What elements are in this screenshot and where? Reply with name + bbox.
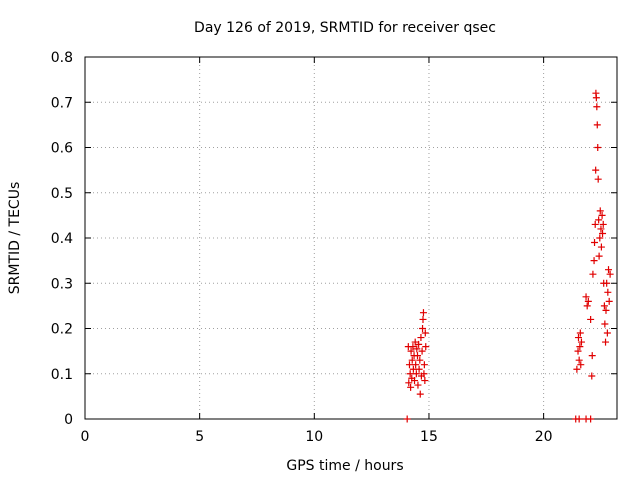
data-point — [413, 345, 421, 353]
data-point — [407, 383, 415, 391]
data-point — [603, 279, 611, 287]
data-point — [595, 216, 603, 224]
data-point — [598, 211, 606, 219]
data-point — [405, 361, 413, 369]
x-axis-label: GPS time / hours — [286, 458, 403, 474]
data-point — [605, 297, 613, 305]
x-tick-label: 15 — [420, 429, 438, 445]
y-tick-label: 0.8 — [51, 50, 73, 66]
data-point — [584, 297, 592, 305]
data-point — [416, 356, 424, 364]
y-tick-label: 0.6 — [51, 141, 73, 157]
data-point — [606, 270, 614, 278]
data-point — [420, 370, 428, 378]
x-tick-label: 5 — [195, 429, 204, 445]
data-point — [419, 325, 427, 332]
data-point — [588, 372, 596, 380]
data-point — [605, 266, 613, 274]
data-point — [414, 352, 421, 360]
y-tick-label: 0 — [64, 412, 73, 428]
data-point — [589, 270, 597, 278]
data-point — [582, 293, 590, 301]
y-tick-label: 0.4 — [51, 231, 73, 247]
data-point — [593, 121, 601, 129]
data-point — [407, 347, 415, 355]
chart-title: Day 126 of 2019, SRMTID for receiver qse… — [194, 20, 496, 36]
data-point — [588, 352, 596, 360]
data-point — [604, 288, 612, 296]
data-point — [576, 329, 584, 337]
axis-ticks — [84, 56, 617, 420]
data-point — [601, 320, 609, 328]
data-point — [409, 343, 417, 351]
grid — [85, 57, 617, 419]
data-point — [403, 415, 411, 423]
data-point — [417, 334, 425, 342]
data-point — [594, 175, 602, 183]
data-point — [591, 220, 599, 228]
data-point — [595, 252, 603, 260]
data-point — [573, 365, 581, 373]
data-point — [599, 229, 607, 237]
data-point — [412, 361, 420, 369]
y-axis-label: SRMTID / TECUs — [7, 182, 23, 295]
data-point — [599, 220, 607, 228]
data-point — [602, 306, 610, 314]
data-point — [420, 361, 428, 369]
y-tick-labels: 0 0.1 0.2 0.3 0.4 0.5 0.6 0.7 0.8 — [51, 50, 73, 428]
x-tick-labels: 0 5 10 15 20 — [81, 429, 553, 445]
data-point — [596, 234, 604, 242]
data-point — [592, 94, 600, 102]
data-point — [576, 343, 584, 351]
y-tick-label: 0.2 — [51, 322, 73, 338]
data-point — [602, 338, 610, 346]
data-point — [597, 243, 605, 251]
y-tick-label: 0.7 — [51, 95, 73, 111]
data-point — [416, 390, 424, 398]
data-point — [600, 302, 608, 310]
data-point — [603, 329, 611, 337]
data-point — [597, 225, 605, 233]
data-point — [421, 377, 429, 385]
data-point — [575, 415, 583, 423]
data-point — [415, 365, 423, 373]
data-point — [406, 370, 414, 378]
x-tick-label: 20 — [535, 429, 553, 445]
data-point — [575, 356, 583, 364]
data-point — [419, 315, 427, 323]
data-point — [583, 302, 591, 310]
y-tick-label: 0.3 — [51, 276, 73, 292]
data-point — [577, 361, 585, 369]
data-point — [574, 334, 582, 342]
data-point — [594, 144, 602, 151]
data-point — [596, 207, 604, 215]
data-point — [590, 257, 598, 265]
y-tick-label: 0.1 — [51, 367, 73, 383]
data-point — [592, 166, 600, 174]
data-point — [414, 381, 422, 389]
data-points — [403, 89, 614, 423]
data-point — [587, 315, 595, 323]
data-point — [418, 347, 426, 355]
data-point — [421, 329, 429, 337]
x-tick-label: 10 — [305, 429, 323, 445]
data-point — [574, 347, 582, 355]
data-point — [412, 370, 420, 378]
x-tick-label: 0 — [81, 429, 90, 445]
data-point — [577, 338, 585, 346]
data-point — [419, 309, 427, 317]
data-point — [591, 239, 599, 247]
data-point — [415, 340, 423, 348]
data-point — [593, 103, 601, 111]
data-point — [422, 343, 430, 351]
data-point — [405, 379, 413, 387]
y-tick-label: 0.5 — [51, 186, 73, 202]
data-point — [408, 356, 416, 364]
data-point — [587, 415, 595, 423]
data-point — [411, 377, 419, 385]
